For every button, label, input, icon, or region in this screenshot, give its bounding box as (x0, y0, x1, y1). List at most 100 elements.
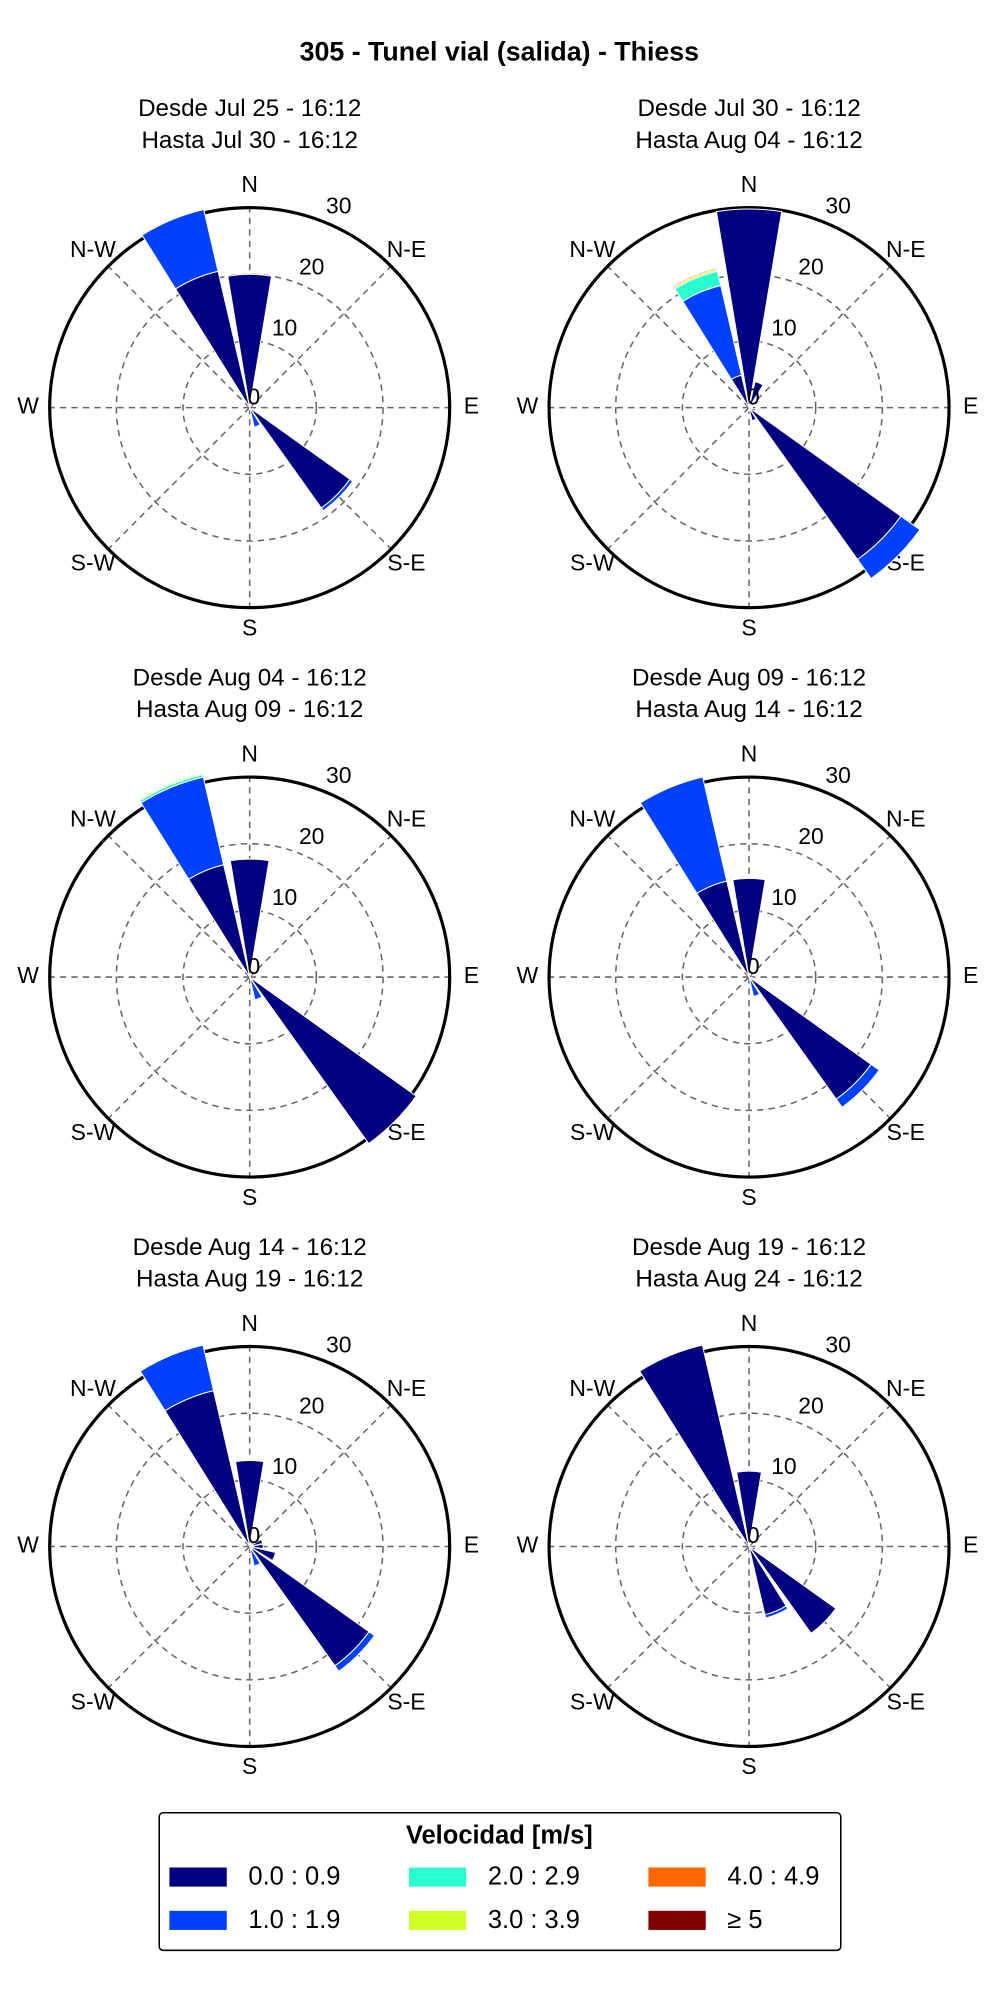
direction-label: N-W (569, 1375, 615, 1401)
wedge (639, 776, 728, 895)
direction-label: S-W (71, 1688, 116, 1714)
wedge (248, 407, 251, 411)
legend-label: 0.0 : 0.9 (248, 1862, 340, 1890)
direction-label: N (741, 740, 758, 766)
wedge (234, 1459, 265, 1547)
spoke (748, 1545, 892, 1689)
direction-label: S (741, 614, 756, 640)
direction-label: N-W (569, 805, 615, 831)
wedge (138, 772, 204, 802)
r-tick-label: 10 (771, 314, 796, 340)
outer-circle (48, 775, 452, 1179)
wedge (748, 381, 764, 408)
direction-label: E (464, 1532, 479, 1558)
wedge (229, 858, 270, 978)
direction-label: N-W (569, 236, 615, 262)
legend-swatch (169, 1910, 227, 1930)
wedge (748, 1542, 752, 1547)
r-tick-label: 30 (326, 762, 351, 788)
wedge (764, 1605, 789, 1619)
chart-subtitle: Hasta Aug 24 - 16:12 (635, 1266, 862, 1293)
r-tick-label: 20 (798, 1392, 823, 1418)
wedge (748, 973, 752, 978)
spoke (107, 976, 251, 1120)
wedge (748, 976, 761, 998)
r-tick-label: 10 (272, 884, 297, 910)
wedge (249, 1546, 277, 1562)
wedge (835, 1063, 880, 1108)
direction-label: W (17, 962, 39, 988)
wedge (249, 979, 263, 1001)
direction-label: S-W (570, 1119, 615, 1145)
legend-label: 4.0 : 4.9 (727, 1862, 819, 1890)
chart-title: Desde Jul 30 - 16:12 (637, 95, 860, 122)
chart-subtitle: Hasta Jul 30 - 16:12 (141, 127, 357, 154)
wedge (320, 478, 354, 512)
direction-label: W (517, 1532, 539, 1558)
direction-label: N-W (70, 805, 116, 831)
wedge (249, 409, 261, 428)
wedge (748, 976, 872, 1100)
wedge (249, 1538, 264, 1547)
grid-circle (614, 1412, 884, 1681)
r-tick-label: 20 (299, 1392, 324, 1418)
direction-label: W (517, 962, 539, 988)
r-tick-label: 10 (771, 1453, 796, 1479)
spoke (607, 265, 750, 409)
legend-label: 2.0 : 2.9 (488, 1862, 580, 1890)
direction-label: S-W (570, 1688, 615, 1714)
grid-circle (614, 273, 884, 542)
r-tick-label: 0 (247, 953, 260, 979)
direction-label: S-E (887, 1119, 925, 1145)
direction-label: S (242, 614, 257, 640)
direction-label: N (741, 171, 758, 197)
wedge (736, 1470, 762, 1547)
outer-circle (48, 1344, 452, 1749)
direction-label: S-E (387, 1688, 425, 1714)
chart-title: Desde Aug 19 - 16:12 (632, 1234, 866, 1261)
wedge (748, 407, 757, 422)
wedge (249, 973, 253, 978)
grid-circle (115, 1412, 384, 1681)
main-title: 305 - Tunel vial (salida) - Thiess (300, 37, 699, 67)
wedge (249, 403, 253, 408)
direction-label: E (963, 1532, 978, 1558)
outer-circle (547, 775, 951, 1179)
spoke (249, 265, 392, 409)
r-tick-label: 20 (299, 253, 324, 279)
spoke (107, 1545, 251, 1689)
direction-label: N-W (70, 236, 116, 262)
legend-swatch (648, 1867, 706, 1887)
direction-label: W (17, 1532, 39, 1558)
legend-label: 3.0 : 3.9 (488, 1906, 580, 1934)
wedge (139, 1344, 215, 1412)
direction-label: E (963, 393, 978, 419)
grid-circle (115, 273, 384, 542)
spoke (748, 1404, 892, 1548)
direction-label: S-E (387, 549, 425, 575)
spoke (249, 1404, 392, 1548)
outer-circle (547, 206, 951, 610)
r-tick-label: 10 (771, 884, 796, 910)
r-tick-label: 0 (747, 1522, 760, 1548)
spoke (607, 835, 750, 978)
legend-swatch (408, 1910, 467, 1930)
spoke (107, 265, 251, 409)
chart-subtitle: Hasta Aug 04 - 16:12 (635, 127, 862, 154)
legend-title: Velocidad [m/s] (406, 1822, 593, 1850)
legend-label: 1.0 : 1.9 (248, 1906, 340, 1934)
wedge (856, 515, 921, 580)
r-tick-label: 30 (825, 1331, 850, 1357)
r-tick-label: 0 (747, 953, 760, 979)
direction-label: N-E (387, 1375, 426, 1401)
direction-label: S (741, 1753, 756, 1779)
direction-label: W (517, 393, 539, 419)
outer-circle (547, 1344, 951, 1749)
direction-label: N-E (387, 236, 426, 262)
legend-swatch (408, 1867, 467, 1887)
r-tick-label: 0 (747, 383, 760, 409)
r-tick-label: 30 (326, 193, 351, 219)
direction-label: N (241, 171, 258, 197)
direction-label: S (741, 1184, 756, 1210)
